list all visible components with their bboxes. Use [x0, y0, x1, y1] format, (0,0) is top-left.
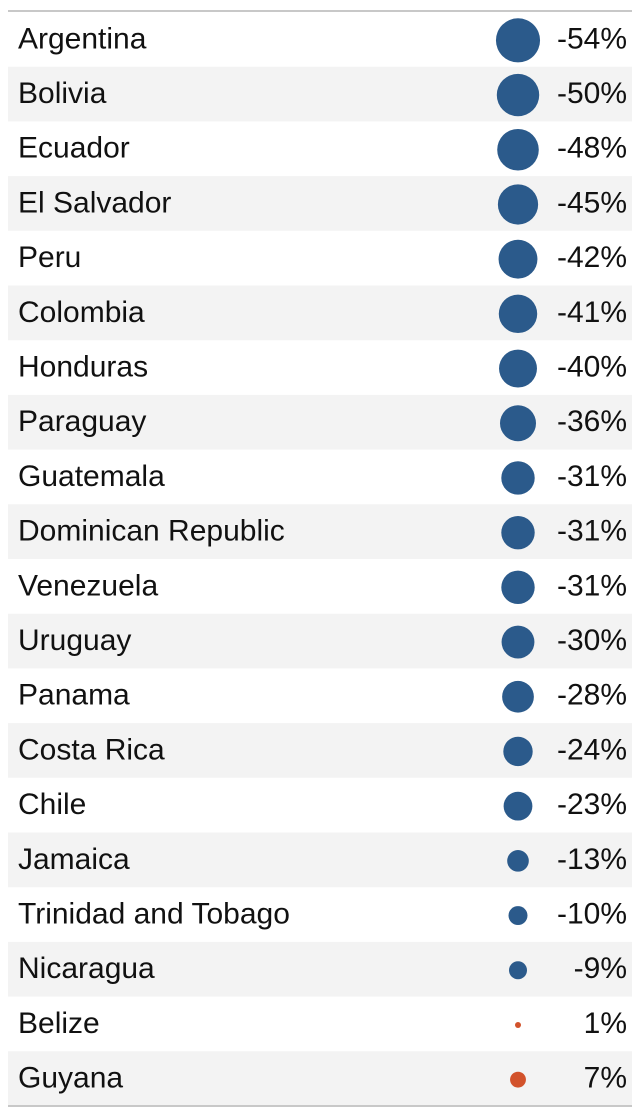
value-label: -31% — [557, 569, 627, 602]
dot — [497, 184, 539, 225]
row-label: Guyana — [18, 1062, 123, 1095]
value-label: -40% — [557, 350, 627, 383]
dot — [496, 73, 540, 117]
row-label: Jamaica — [18, 843, 130, 876]
row-label: Panama — [18, 679, 130, 712]
value-label: -30% — [557, 624, 627, 657]
row-label: Dominican Republic — [18, 515, 285, 548]
row-label: Uruguay — [18, 624, 131, 657]
dot — [499, 349, 537, 388]
dot — [498, 294, 538, 334]
value-label: -48% — [557, 132, 627, 165]
row-label: Trinidad and Tobago — [18, 897, 290, 930]
dot — [501, 625, 535, 659]
value-label: -31% — [557, 515, 627, 548]
row-band — [8, 1051, 632, 1106]
dot — [503, 791, 533, 821]
value-label: -31% — [557, 460, 627, 493]
dot — [502, 680, 534, 713]
row-label: Bolivia — [18, 77, 107, 110]
dot — [500, 405, 536, 442]
row-label: Costa Rica — [18, 733, 165, 766]
value-label: -50% — [557, 77, 627, 110]
dot — [501, 461, 535, 495]
value-label: -23% — [557, 788, 627, 821]
dot — [501, 570, 535, 605]
dot — [509, 961, 527, 980]
dot — [497, 128, 539, 171]
value-label: 7% — [584, 1062, 627, 1095]
value-label: 1% — [584, 1007, 627, 1040]
row-label: Ecuador — [18, 132, 130, 165]
row-label: El Salvador — [18, 186, 171, 219]
value-label: -42% — [557, 241, 627, 274]
value-label: -13% — [557, 843, 627, 876]
value-label: -28% — [557, 679, 627, 712]
value-label: -10% — [557, 897, 627, 930]
value-label: -36% — [557, 405, 627, 438]
value-label: -24% — [557, 733, 627, 766]
dot — [507, 850, 529, 872]
dot — [501, 515, 535, 550]
value-label: -45% — [557, 186, 627, 219]
row-label: Venezuela — [18, 569, 158, 602]
dot — [508, 906, 528, 926]
dot — [495, 18, 541, 63]
row-label: Belize — [18, 1007, 100, 1040]
value-label: -41% — [557, 296, 627, 329]
dot — [503, 736, 533, 767]
row-label: Paraguay — [18, 405, 146, 438]
row-label: Nicaragua — [18, 952, 155, 985]
row-label: Colombia — [18, 296, 145, 329]
value-label: -9% — [574, 952, 627, 985]
dot — [510, 1071, 526, 1088]
row-label: Honduras — [18, 350, 148, 383]
value-label: -54% — [557, 22, 627, 55]
row-label: Argentina — [18, 22, 147, 55]
row-label: Peru — [18, 241, 81, 274]
row-band — [8, 941, 632, 997]
dot — [515, 1021, 521, 1028]
row-label: Chile — [18, 788, 86, 821]
row-label: Guatemala — [18, 460, 165, 493]
dot — [498, 239, 538, 279]
